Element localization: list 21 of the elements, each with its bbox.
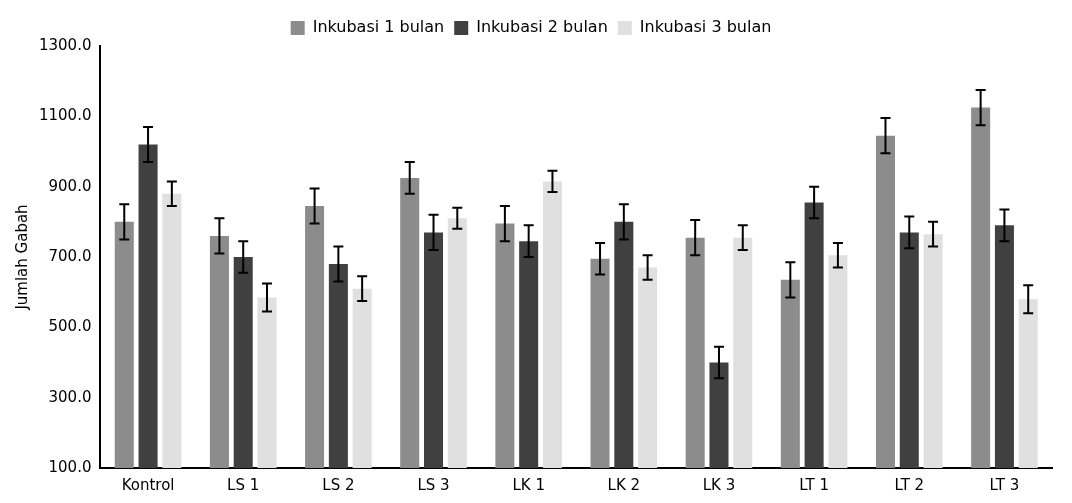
x-tick-label: LS 2 (322, 475, 355, 494)
y-axis-title: Jumlah Gabah (12, 204, 31, 311)
x-tick-label: LT 2 (894, 475, 925, 494)
x-tick-label: Kontrol (121, 475, 175, 494)
legend-label: Inkubasi 2 bulan (476, 17, 608, 37)
legend-label: Inkubasi 3 bulan (639, 17, 772, 37)
x-tick-label: LS 1 (227, 475, 260, 494)
x-tick-label: LK 3 (702, 475, 736, 494)
x-tick-label: LS 3 (417, 475, 450, 494)
y-tick-label: 900.0 (48, 176, 92, 195)
y-tick-label: 300.0 (48, 387, 92, 406)
x-tick-label: LT 3 (989, 475, 1020, 494)
x-tick-label: LT 1 (799, 475, 829, 494)
y-tick-label: 1300.0 (38, 35, 92, 54)
x-tick-label: LK 1 (512, 475, 545, 494)
y-tick-label: 500.0 (48, 317, 92, 336)
y-tick-label: 700.0 (48, 246, 92, 265)
x-tick-label: LK 2 (607, 475, 641, 494)
y-tick-label: 100.0 (48, 457, 92, 476)
legend-label: Inkubasi 1 bulan (312, 17, 445, 37)
y-tick-label: 1100.0 (38, 106, 92, 125)
